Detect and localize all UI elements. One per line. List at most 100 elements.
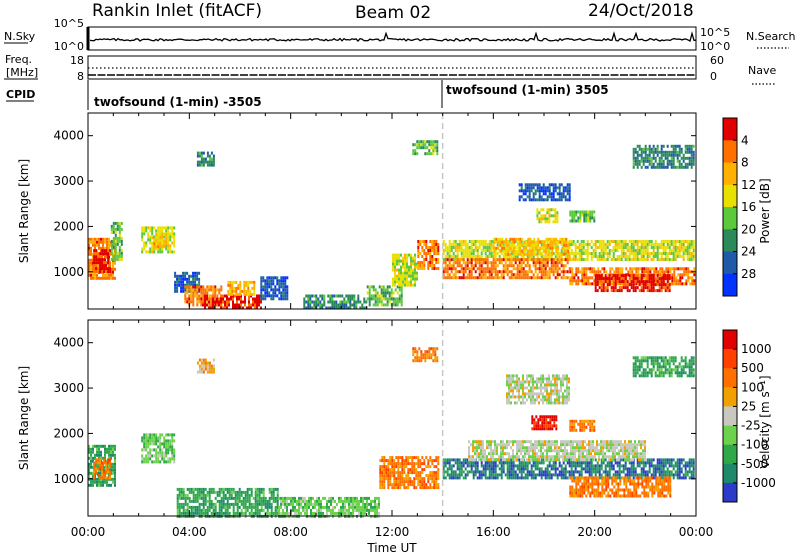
power-cell bbox=[247, 289, 250, 293]
velocity-cell bbox=[218, 511, 221, 515]
power-cell bbox=[585, 213, 588, 217]
power-cell bbox=[253, 283, 256, 287]
power-cell bbox=[404, 256, 406, 260]
power-cell bbox=[147, 250, 150, 254]
power-cell bbox=[468, 261, 471, 265]
power-cell bbox=[499, 237, 502, 241]
velocity-cell bbox=[350, 502, 352, 506]
power-cell bbox=[518, 270, 521, 274]
velocity-cell bbox=[145, 439, 148, 443]
power-cell bbox=[530, 186, 533, 190]
power-cell bbox=[658, 258, 661, 261]
power-cell bbox=[427, 246, 430, 249]
velocity-cell bbox=[431, 462, 434, 466]
velocity-cell bbox=[250, 502, 253, 506]
power-cell bbox=[583, 210, 586, 214]
power-cell bbox=[157, 233, 160, 237]
power-cell bbox=[688, 243, 691, 246]
power-cell bbox=[88, 273, 90, 277]
velocity-cell bbox=[143, 460, 146, 464]
velocity-cell bbox=[304, 502, 306, 506]
power-cell bbox=[434, 149, 437, 153]
power-cell bbox=[396, 285, 399, 289]
velocity-cell bbox=[224, 496, 227, 500]
power-cell bbox=[486, 249, 489, 252]
power-cell bbox=[678, 165, 681, 169]
power-cell bbox=[648, 144, 651, 148]
power-cell bbox=[662, 249, 665, 252]
velocity-cell bbox=[180, 490, 183, 494]
velocity-cell bbox=[151, 460, 154, 464]
power-cell bbox=[462, 249, 465, 252]
power-cell bbox=[460, 249, 463, 252]
power-cell bbox=[513, 237, 516, 241]
power-cell bbox=[309, 306, 312, 310]
power-cell bbox=[534, 267, 537, 271]
power-cell bbox=[567, 240, 570, 244]
power-cell bbox=[244, 303, 246, 307]
power-cell bbox=[110, 251, 113, 255]
velocity-cell bbox=[246, 496, 249, 500]
power-cell bbox=[670, 144, 673, 148]
power-cell bbox=[619, 267, 622, 271]
velocity-cell bbox=[397, 468, 400, 472]
power-ytick-label: 4000 bbox=[53, 129, 84, 143]
power-cell bbox=[478, 261, 481, 265]
power-cell bbox=[108, 273, 110, 277]
power-cell bbox=[632, 243, 635, 246]
power-cell bbox=[534, 258, 537, 262]
power-cell bbox=[620, 240, 623, 243]
power-cell bbox=[566, 255, 569, 258]
power-cell bbox=[524, 273, 527, 277]
power-cell bbox=[538, 192, 541, 196]
velocity-cell bbox=[163, 439, 166, 443]
velocity-cell bbox=[419, 471, 422, 475]
power-cell bbox=[522, 267, 525, 271]
power-cell bbox=[92, 273, 94, 277]
power-cell bbox=[424, 143, 427, 147]
velocity-cell bbox=[266, 511, 269, 515]
velocity-cell bbox=[252, 502, 255, 506]
velocity-cell bbox=[178, 505, 181, 509]
power-cell bbox=[594, 246, 597, 249]
velocity-cell bbox=[186, 505, 189, 509]
power-cell bbox=[520, 270, 523, 274]
power-cell bbox=[382, 297, 385, 301]
power-cell bbox=[532, 255, 535, 258]
power-cell bbox=[466, 243, 469, 246]
velocity-cell bbox=[276, 496, 279, 500]
power-cell bbox=[408, 268, 410, 272]
power-cell bbox=[429, 264, 432, 267]
power-cell bbox=[476, 261, 479, 265]
power-cell bbox=[101, 252, 104, 256]
velocity-cell bbox=[92, 459, 94, 463]
velocity-cell bbox=[452, 458, 455, 462]
power-cell bbox=[192, 277, 195, 281]
velocity-cell bbox=[270, 493, 273, 497]
power-cell bbox=[466, 276, 469, 280]
power-cell bbox=[572, 258, 575, 261]
power-cell bbox=[538, 258, 541, 262]
power-cell bbox=[165, 229, 168, 233]
power-cell bbox=[184, 271, 187, 275]
power-cell bbox=[573, 279, 576, 283]
power-cell bbox=[495, 240, 498, 244]
velocity-cell bbox=[171, 451, 174, 455]
velocity-cell bbox=[286, 505, 288, 509]
power-cell bbox=[569, 267, 572, 271]
velocity-cell bbox=[286, 499, 288, 503]
power-cell bbox=[528, 246, 531, 249]
power-cell bbox=[586, 240, 589, 243]
velocity-cell bbox=[338, 508, 340, 512]
velocity-cell bbox=[420, 350, 423, 354]
power-cell bbox=[92, 255, 94, 259]
velocity-cell bbox=[112, 462, 114, 466]
power-cell bbox=[233, 286, 236, 290]
power-cell bbox=[486, 264, 489, 268]
power-cell bbox=[505, 240, 508, 244]
power-cell bbox=[566, 261, 569, 265]
power-cell bbox=[426, 146, 429, 150]
power-cell bbox=[542, 189, 545, 193]
power-cell bbox=[95, 270, 98, 274]
velocity-cell bbox=[194, 505, 197, 509]
